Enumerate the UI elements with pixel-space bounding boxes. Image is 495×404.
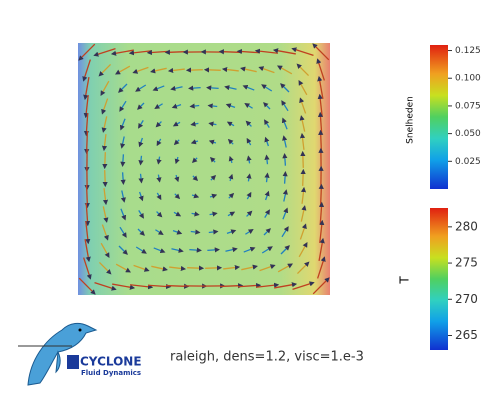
- tick-label: 0.050: [455, 129, 481, 139]
- tick-label: 0.075: [455, 101, 481, 111]
- vector: [205, 70, 221, 71]
- colorbar-ticks: 0.025 0.050 0.075 0.100 0.125 265 270 275 280: [448, 46, 481, 342]
- vector: [285, 154, 286, 165]
- vector: [207, 88, 218, 89]
- colorbar-speed: [430, 45, 448, 189]
- logo-name: CYCLONE: [80, 355, 142, 369]
- vector: [123, 154, 124, 165]
- tick-label: 265: [455, 328, 478, 342]
- logo-subtitle: Fluid Dynamics: [81, 369, 141, 377]
- colorbar-temperature: [430, 208, 448, 350]
- vector: [189, 88, 200, 89]
- tick-label: 0.025: [455, 157, 481, 167]
- vector: [207, 250, 218, 251]
- tick-label: 275: [455, 256, 478, 270]
- field-plot: [78, 43, 330, 295]
- logo: CYCLONE Fluid Dynamics: [18, 323, 142, 385]
- caption: raleigh, dens=1.2, visc=1.e-3: [170, 350, 364, 365]
- vector: [285, 172, 286, 183]
- vector: [189, 250, 200, 251]
- colorbar-label: T: [398, 276, 412, 285]
- tick-label: 270: [455, 292, 478, 306]
- vector: [187, 70, 203, 71]
- tick-label: 0.100: [455, 74, 481, 84]
- tick-label: 0.125: [455, 46, 481, 56]
- vector: [187, 268, 203, 269]
- vector: [205, 268, 221, 269]
- vector: [105, 152, 106, 168]
- vector: [123, 172, 124, 183]
- vector: [303, 170, 304, 186]
- vector: [303, 152, 304, 168]
- colorbar-label: Snelheden: [406, 96, 416, 144]
- tick-label: 280: [455, 219, 478, 233]
- vector: [105, 170, 106, 186]
